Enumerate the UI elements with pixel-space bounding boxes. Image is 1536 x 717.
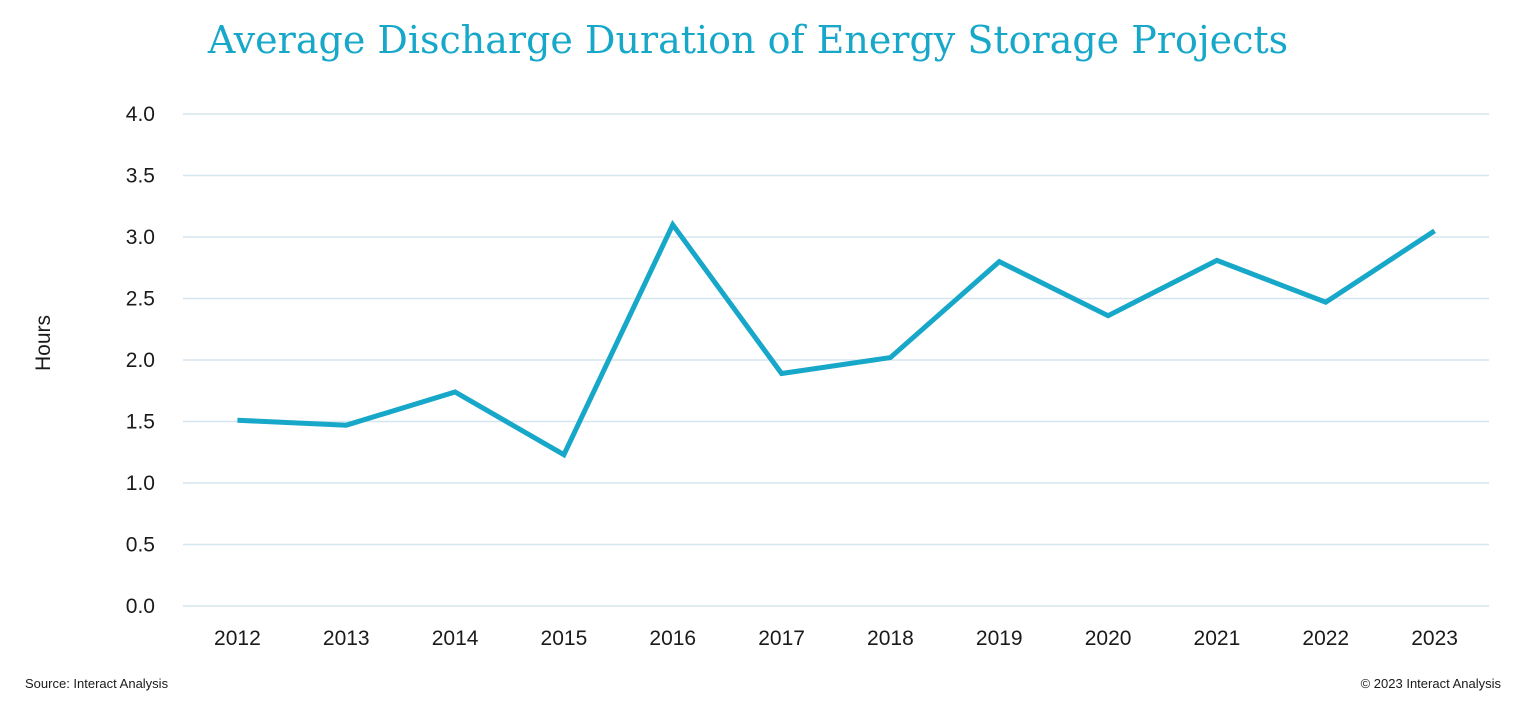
grid bbox=[183, 113, 1489, 607]
y-tick-label: 0.0 bbox=[126, 595, 155, 618]
y-axis-title: Hours bbox=[32, 315, 55, 371]
y-tick-label: 1.5 bbox=[126, 411, 155, 434]
source-note: Source: Interact Analysis bbox=[25, 676, 169, 691]
y-tick-label: 2.0 bbox=[126, 349, 155, 372]
x-tick-label: 2012 bbox=[214, 627, 261, 650]
x-tick-label: 2020 bbox=[1085, 627, 1132, 650]
y-tick-label: 1.0 bbox=[126, 472, 155, 495]
y-tick-label: 2.5 bbox=[126, 288, 155, 311]
x-tick-label: 2013 bbox=[323, 627, 370, 650]
x-tick-label: 2016 bbox=[649, 627, 696, 650]
x-tick-label: 2014 bbox=[432, 627, 479, 650]
series-layer bbox=[237, 219, 1436, 459]
chart-title: Average Discharge Duration of Energy Sto… bbox=[207, 18, 1288, 62]
x-tick-label: 2022 bbox=[1302, 627, 1349, 650]
series-line bbox=[237, 219, 1436, 459]
y-axis-ticks: 0.0 0.5 1.0 1.5 2.0 2.5 3.0 3.5 4.0 bbox=[126, 103, 155, 618]
x-tick-label: 2018 bbox=[867, 627, 914, 650]
x-tick-label: 2017 bbox=[758, 627, 805, 650]
y-tick-label: 3.0 bbox=[126, 226, 155, 249]
x-tick-label: 2023 bbox=[1411, 627, 1458, 650]
copyright-note: © 2023 Interact Analysis bbox=[1361, 676, 1502, 691]
y-tick-label: 0.5 bbox=[126, 534, 155, 557]
y-tick-label: 4.0 bbox=[126, 103, 155, 126]
x-tick-label: 2019 bbox=[976, 627, 1023, 650]
y-tick-label: 3.5 bbox=[126, 165, 155, 188]
x-tick-label: 2015 bbox=[541, 627, 588, 650]
x-tick-label: 2021 bbox=[1194, 627, 1241, 650]
x-axis-ticks: 2012 2013 2014 2015 2016 2017 2018 2019 2020 2021… bbox=[214, 627, 1458, 650]
